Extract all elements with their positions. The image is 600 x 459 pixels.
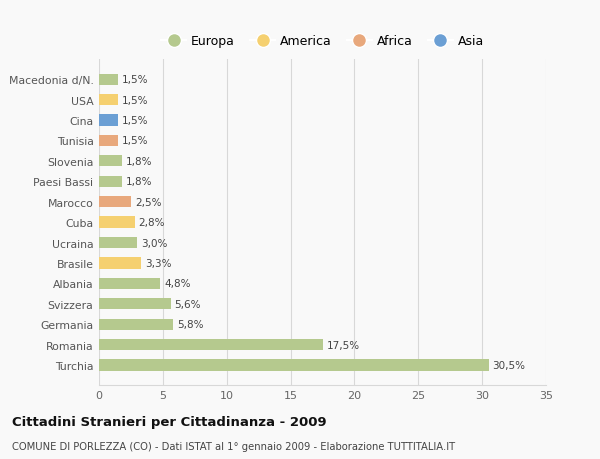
Text: 5,6%: 5,6%: [175, 299, 201, 309]
Text: 1,5%: 1,5%: [122, 136, 148, 146]
Bar: [99, 135, 118, 147]
Text: Cittadini Stranieri per Cittadinanza - 2009: Cittadini Stranieri per Cittadinanza - 2…: [12, 415, 326, 428]
Text: 1,8%: 1,8%: [126, 157, 152, 167]
Text: 3,3%: 3,3%: [145, 258, 172, 269]
Bar: [99, 176, 122, 187]
Bar: [99, 74, 118, 86]
Bar: [99, 258, 141, 269]
Bar: [99, 196, 131, 208]
Bar: [99, 359, 488, 371]
Text: 1,5%: 1,5%: [122, 75, 148, 85]
Bar: [99, 237, 137, 249]
Text: COMUNE DI PORLEZZA (CO) - Dati ISTAT al 1° gennaio 2009 - Elaborazione TUTTITALI: COMUNE DI PORLEZZA (CO) - Dati ISTAT al …: [12, 441, 455, 451]
Text: 5,8%: 5,8%: [177, 319, 203, 330]
Text: 2,8%: 2,8%: [139, 218, 165, 228]
Text: 1,5%: 1,5%: [122, 95, 148, 106]
Bar: [99, 278, 160, 289]
Text: 3,0%: 3,0%: [141, 238, 167, 248]
Bar: [99, 95, 118, 106]
Legend: Europa, America, Africa, Asia: Europa, America, Africa, Asia: [156, 30, 489, 53]
Bar: [99, 156, 122, 167]
Text: 1,8%: 1,8%: [126, 177, 152, 187]
Bar: [99, 319, 173, 330]
Bar: [99, 298, 170, 310]
Bar: [99, 115, 118, 126]
Text: 17,5%: 17,5%: [326, 340, 359, 350]
Text: 1,5%: 1,5%: [122, 116, 148, 126]
Bar: [99, 217, 135, 228]
Text: 30,5%: 30,5%: [493, 360, 526, 370]
Text: 2,5%: 2,5%: [135, 197, 161, 207]
Text: 4,8%: 4,8%: [164, 279, 191, 289]
Bar: [99, 339, 323, 350]
